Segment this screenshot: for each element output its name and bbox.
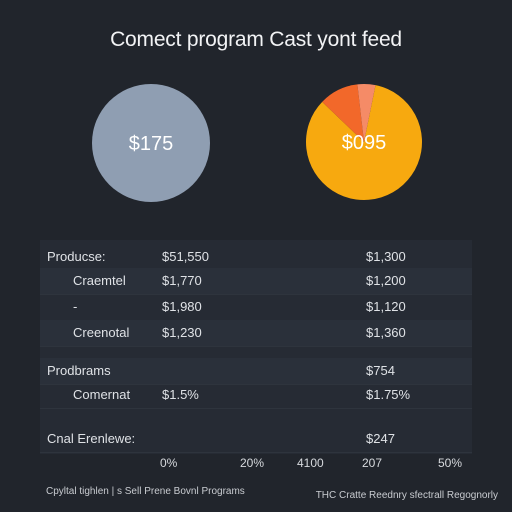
pie-2-slice-1 [306, 85, 422, 200]
row-value-1: $1,770 [162, 273, 202, 288]
row-label: Cnal Erenlewe: [47, 431, 136, 446]
x-tick-label: 4100 [297, 456, 324, 470]
table-row: Craemtel $1,770 $1,200 [40, 268, 472, 295]
pie-2-slice-3 [357, 84, 376, 142]
row-value-2: $1,120 [366, 299, 406, 314]
table-row [40, 348, 472, 358]
row-label: Creenotal [73, 325, 130, 340]
x-tick-label: 20% [240, 456, 265, 470]
x-axis: 0% 20% 4100 207 50% [0, 456, 512, 474]
row-label: - [73, 299, 78, 314]
table-row: Cnal Erenlewe: $247 [40, 426, 472, 453]
footer-left-note: Cpyltal tighlen | s Sell Prene Bovnl Pro… [46, 486, 245, 497]
row-value-2: $1.75% [366, 387, 411, 402]
pie-1-slice-1 [92, 84, 210, 202]
table-row [40, 410, 472, 420]
row-value-2: $754 [366, 363, 395, 378]
chart-title: Comect program Cast yont feed [110, 28, 402, 51]
row-value-1: $1,230 [162, 325, 202, 340]
pie-2-slice-2 [322, 84, 364, 142]
table-row: Comernat $1.5% $1.75% [40, 382, 472, 409]
table-row: Prodbrams $754 [40, 358, 472, 385]
row-label: Producse: [47, 249, 106, 264]
row-label: Prodbrams [47, 363, 111, 378]
table-row: Creenotal $1,230 $1,360 [40, 320, 472, 347]
x-tick-label: 50% [438, 456, 463, 470]
table-row: Producse: $51,550 $1,300 [40, 244, 472, 271]
pie-2-center-label: $095 [342, 132, 387, 154]
row-value-1: $1,980 [162, 299, 202, 314]
data-table: Producse: $51,550 $1,300 Craemtel $1,770 $1,2… [40, 240, 472, 454]
row-value-1: $51,550 [162, 249, 209, 264]
row-label: Comernat [73, 387, 131, 402]
table-row: - $1,980 $1,120 [40, 294, 472, 321]
footer-right-note: THC Cratte Reednry sfectrall Regognorly [315, 490, 498, 501]
row-value-1: $1.5% [162, 387, 199, 402]
x-tick-label: 207 [362, 456, 383, 470]
pie-charts: $175 $095 [92, 84, 422, 202]
row-label: Craemtel [73, 273, 126, 288]
row-value-2: $1,200 [366, 273, 406, 288]
x-tick-label: 0% [160, 456, 178, 470]
row-value-2: $1,300 [366, 249, 406, 264]
pie-1-center-label: $175 [129, 133, 174, 155]
row-value-2: $247 [366, 431, 395, 446]
row-value-2: $1,360 [366, 325, 406, 340]
